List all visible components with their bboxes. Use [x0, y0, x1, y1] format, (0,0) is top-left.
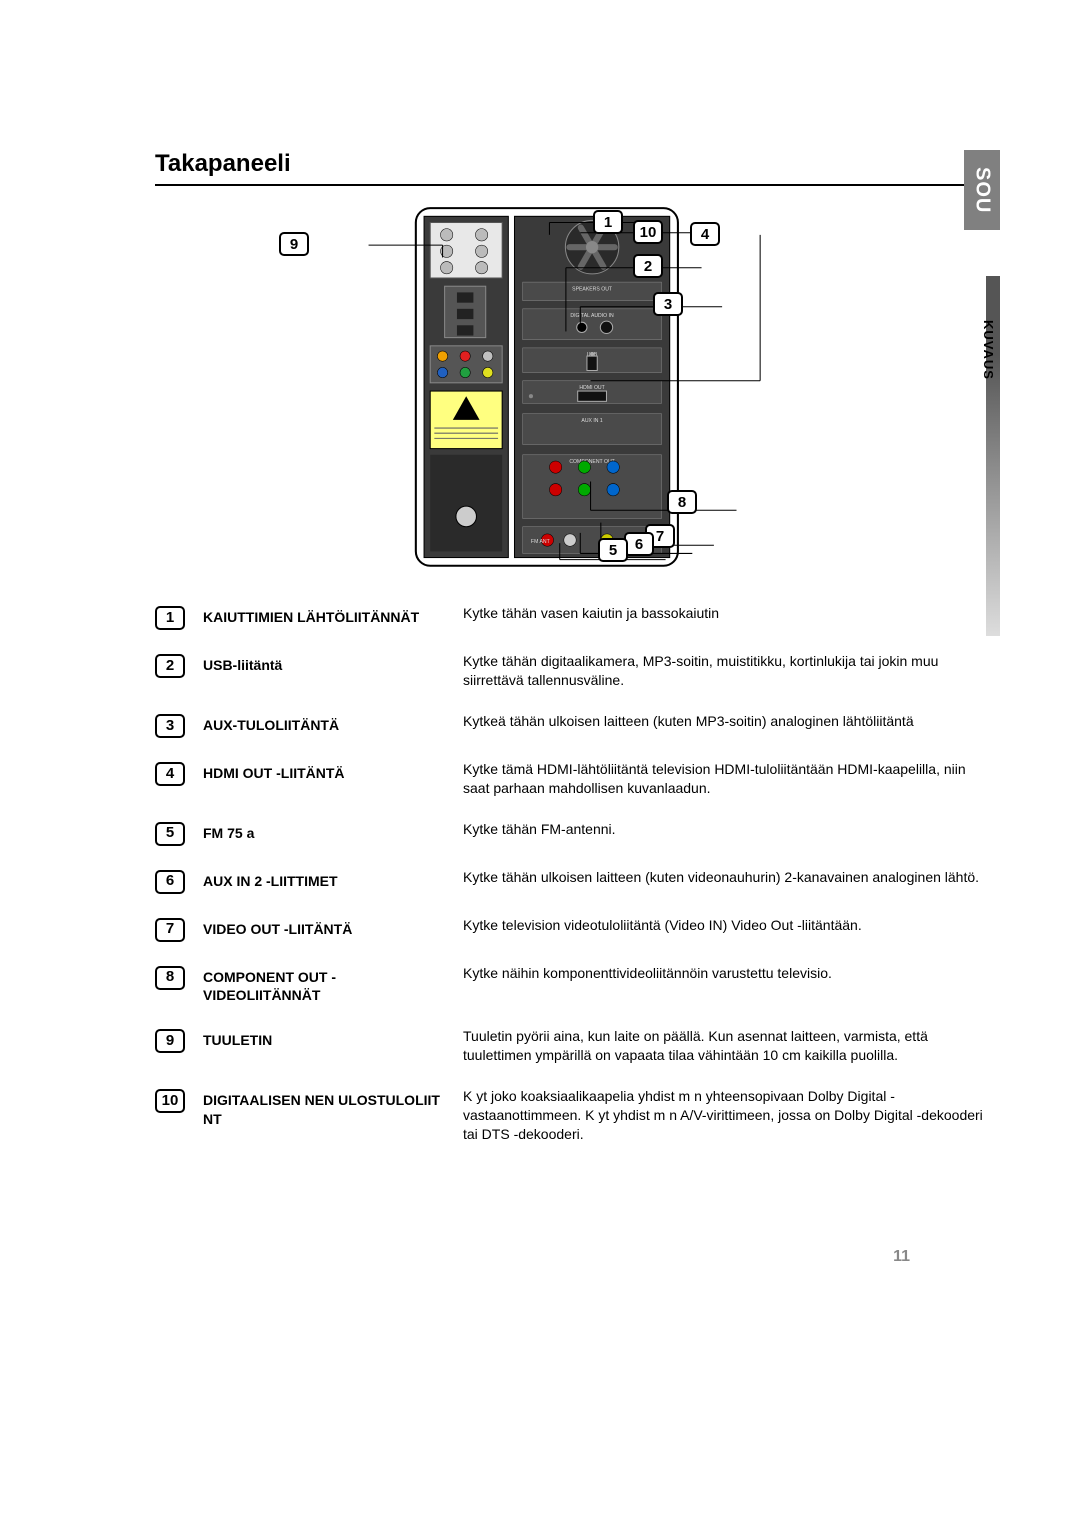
- svg-text:AUX IN 1: AUX IN 1: [581, 418, 603, 424]
- item-number: 2: [155, 654, 185, 678]
- item-row: 1 KAIUTTIMIEN LÄHTÖLIITÄNNÄTKytke tähän v…: [155, 594, 985, 642]
- item-number: 7: [155, 918, 185, 942]
- item-description: Tuuletin pyörii aina, kun laite on pääll…: [463, 1027, 985, 1065]
- item-description: Kytke tähän FM-antenni.: [463, 820, 985, 839]
- diagram-svg: SPEAKERS OUTDIGITAL AUDIO INUSBHDMI OUTA…: [155, 204, 985, 574]
- item-number: 6: [155, 870, 185, 894]
- callout-4: 4: [690, 222, 720, 246]
- item-row: 6 AUX IN 2 -LIITTIMETKytke tähän ulkoisen…: [155, 858, 985, 906]
- page-title: Takapaneeli: [155, 150, 985, 186]
- item-row: 2 USB-liitäntäKytke tähän digitaalikamera…: [155, 642, 985, 702]
- svg-text:FM ANT: FM ANT: [531, 539, 551, 545]
- item-label: DIGITAALISEN NEN ULOSTULOLIIT NT: [203, 1087, 463, 1129]
- item-label: AUX IN 2 -LIITTIMET: [203, 868, 463, 891]
- item-number: 9: [155, 1029, 185, 1053]
- item-description: Kytke tähän vasen kaiutin ja bassokaiuti…: [463, 604, 985, 623]
- callout-8: 8: [667, 490, 697, 514]
- callout-1: 1: [593, 210, 623, 234]
- item-label: FM 75 a: [203, 820, 463, 843]
- item-label: HDMI OUT -LIITÄNTÄ: [203, 760, 463, 783]
- callout-3: 3: [653, 292, 683, 316]
- item-description: Kytke tähän ulkoisen laitteen (kuten vid…: [463, 868, 985, 887]
- rear-panel-diagram: SPEAKERS OUTDIGITAL AUDIO INUSBHDMI OUTA…: [155, 204, 985, 574]
- item-label: COMPONENT OUT -VIDEOLIITÄNNÄT: [203, 964, 463, 1006]
- item-description: Kytke näihin komponenttivideoliitännöin …: [463, 964, 985, 983]
- item-label: VIDEO OUT -LIITÄNTÄ: [203, 916, 463, 939]
- callout-5: 5: [598, 538, 628, 562]
- item-description: Kytkeä tähän ulkoisen laitteen (kuten MP…: [463, 712, 985, 731]
- item-description: Kytke tähän digitaalikamera, MP3-soitin,…: [463, 652, 985, 690]
- item-row: 3 AUX-TULOLIITÄNTÄKytkeä tähän ulkoisen l…: [155, 702, 985, 750]
- svg-text:HDMI OUT: HDMI OUT: [579, 385, 605, 391]
- item-number: 1: [155, 606, 185, 630]
- svg-text:DIGITAL AUDIO IN: DIGITAL AUDIO IN: [570, 313, 614, 319]
- item-row: 7 VIDEO OUT -LIITÄNTÄKytke television vid…: [155, 906, 985, 954]
- callout-10: 10: [633, 220, 663, 244]
- callout-6: 6: [624, 532, 654, 556]
- callout-2: 2: [633, 254, 663, 278]
- item-row: 8 COMPONENT OUT -VIDEOLIITÄNNÄTKytke näih…: [155, 954, 985, 1018]
- item-number: 10: [155, 1089, 185, 1113]
- item-row: 9 TUULETINTuuletin pyörii aina, kun laite…: [155, 1017, 985, 1077]
- item-number: 4: [155, 762, 185, 786]
- item-description: K yt joko koaksiaalikaapelia yhdist m n …: [463, 1087, 985, 1144]
- item-number: 3: [155, 714, 185, 738]
- callout-9: 9: [279, 232, 309, 256]
- page-number: 11: [893, 1248, 910, 1266]
- item-description: Kytke tämä HDMI-lähtöliitäntä television…: [463, 760, 985, 798]
- item-label: KAIUTTIMIEN LÄHTÖLIITÄNNÄT: [203, 604, 463, 627]
- item-row: 5 FM 75 aKytke tähän FM-antenni.: [155, 810, 985, 858]
- item-description: Kytke television videotuloliitäntä (Vide…: [463, 916, 985, 935]
- item-number: 5: [155, 822, 185, 846]
- item-number: 8: [155, 966, 185, 990]
- svg-text:SPEAKERS OUT: SPEAKERS OUT: [572, 286, 613, 292]
- item-label: USB-liitäntä: [203, 652, 463, 675]
- item-label: AUX-TULOLIITÄNTÄ: [203, 712, 463, 735]
- items-list: 1 KAIUTTIMIEN LÄHTÖLIITÄNNÄTKytke tähän v…: [155, 594, 985, 1156]
- item-row: 10 DIGITAALISEN NEN ULOSTULOLIIT NTK yt j…: [155, 1077, 985, 1156]
- item-label: TUULETIN: [203, 1027, 463, 1050]
- item-row: 4 HDMI OUT -LIITÄNTÄKytke tämä HDMI-lähtö…: [155, 750, 985, 810]
